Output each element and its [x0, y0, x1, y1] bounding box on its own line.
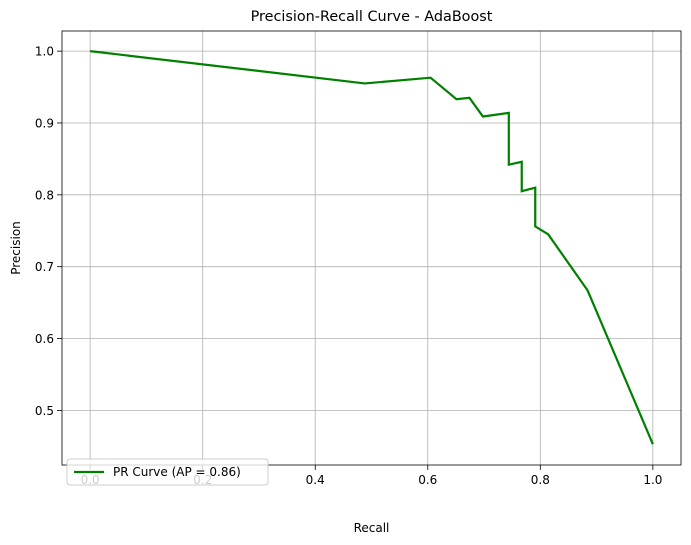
pr-curve-line [90, 50, 654, 445]
series-layer [90, 50, 654, 445]
x-tick-label: 0.6 [418, 473, 437, 487]
grid-lines [62, 31, 681, 465]
legend-label: PR Curve (AP = 0.86) [113, 465, 241, 479]
x-tick-label: 0.8 [531, 473, 550, 487]
chart-title: Precision-Recall Curve - AdaBoost [251, 9, 493, 25]
y-tick-label: 0.7 [35, 260, 54, 274]
y-tick-label: 1.0 [35, 45, 54, 59]
x-tick-label: 0.4 [306, 473, 325, 487]
y-tick-label: 0.5 [35, 404, 54, 418]
plot-area-frame [61, 30, 682, 466]
y-axis-label: Precision [9, 221, 23, 275]
legend: PR Curve (AP = 0.86) [66, 458, 269, 486]
y-tick-label: 0.9 [35, 116, 54, 130]
x-tick-label: 1.0 [643, 473, 662, 487]
y-axis-ticks: 0.5 0.6 0.7 0.8 0.9 1.0 [35, 45, 62, 418]
y-tick-label: 0.8 [35, 188, 54, 202]
y-tick-label: 0.6 [35, 332, 54, 346]
legend-box [66, 458, 269, 486]
x-axis-label: Recall [354, 521, 390, 535]
